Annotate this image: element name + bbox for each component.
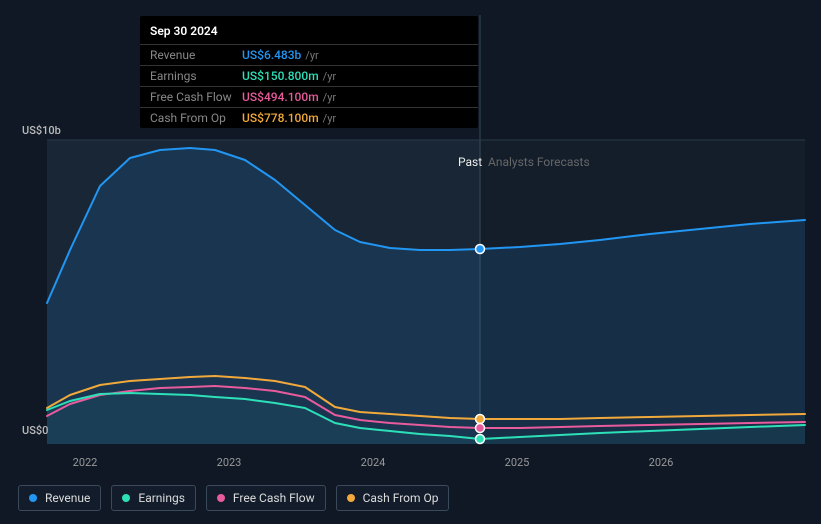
legend-label: Earnings: [138, 491, 185, 505]
y-axis-tick: US$0: [22, 424, 48, 437]
x-axis-tick: 2026: [649, 456, 674, 469]
tooltip-metric-label: Free Cash Flow: [150, 90, 242, 104]
legend-label: Revenue: [45, 491, 90, 505]
x-axis-tick: 2025: [505, 456, 530, 469]
tooltip-metric-label: Cash From Op: [150, 111, 242, 125]
tooltip-date: Sep 30 2024: [140, 24, 478, 44]
tooltip-metric-label: Revenue: [150, 48, 242, 62]
legend-label: Free Cash Flow: [233, 491, 315, 505]
tooltip-row: EarningsUS$150.800m/yr: [140, 65, 478, 86]
tooltip-metric-value: US$150.800m: [242, 69, 319, 83]
tooltip-metric-unit: /yr: [323, 112, 336, 125]
y-axis-tick: US$10b: [22, 124, 61, 137]
forecast-label: Analysts Forecasts: [488, 155, 590, 169]
x-axis-tick: 2022: [73, 456, 98, 469]
legend-item-earnings[interactable]: Earnings: [111, 485, 196, 511]
legend-dot-icon: [347, 494, 355, 502]
tooltip-metric-value: US$6.483b: [242, 48, 301, 62]
tooltip-metric-value: US$494.100m: [242, 90, 319, 104]
legend-label: Cash From Op: [363, 491, 439, 505]
financial-chart: US$10b US$0 2022 2023 2024 2025 2026 Past Ana…: [0, 0, 821, 524]
tooltip-metric-unit: /yr: [323, 91, 336, 104]
legend: Revenue Earnings Free Cash Flow Cash From O…: [18, 485, 449, 511]
tooltip-row: RevenueUS$6.483b/yr: [140, 44, 478, 65]
tooltip-metric-value: US$778.100m: [242, 111, 319, 125]
hover-tooltip: Sep 30 2024 RevenueUS$6.483b/yrEarningsU…: [140, 16, 478, 128]
legend-item-revenue[interactable]: Revenue: [18, 485, 101, 511]
legend-dot-icon: [29, 494, 37, 502]
tooltip-metric-unit: /yr: [305, 49, 318, 62]
tooltip-metric-label: Earnings: [150, 69, 242, 83]
legend-item-cash-from-op[interactable]: Cash From Op: [336, 485, 450, 511]
tooltip-row: Free Cash FlowUS$494.100m/yr: [140, 86, 478, 107]
x-axis-tick: 2024: [361, 456, 386, 469]
legend-dot-icon: [122, 494, 130, 502]
legend-dot-icon: [217, 494, 225, 502]
x-axis-tick: 2023: [217, 456, 242, 469]
tooltip-row: Cash From OpUS$778.100m/yr: [140, 107, 478, 128]
legend-item-free-cash-flow[interactable]: Free Cash Flow: [206, 485, 326, 511]
tooltip-metric-unit: /yr: [323, 70, 336, 83]
past-label: Past: [458, 155, 482, 169]
